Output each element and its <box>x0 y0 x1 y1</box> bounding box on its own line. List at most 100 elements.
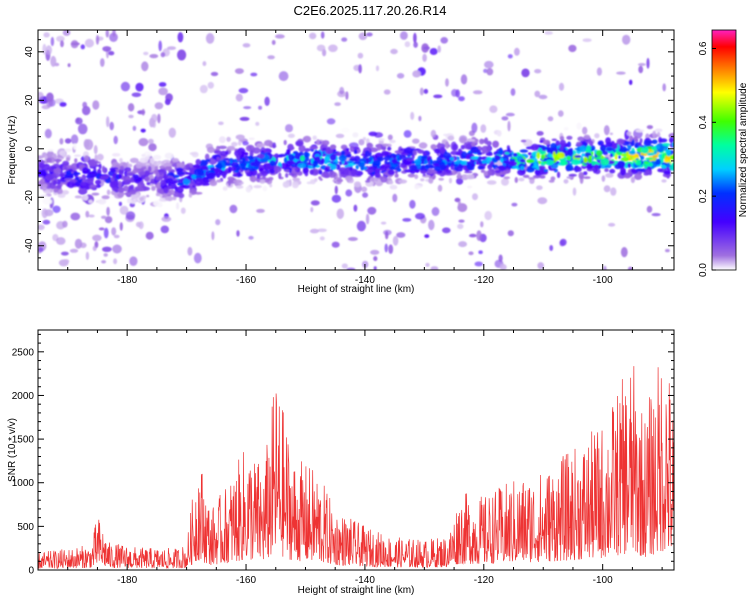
heatmap-noise-blob <box>430 129 437 138</box>
heatmap-ridge-blob <box>466 139 476 142</box>
heatmap-ridge-blob <box>207 165 214 168</box>
heatmap-noise-blob <box>177 32 184 43</box>
heatmap-ridge-blob <box>443 133 450 137</box>
heatmap-ridge-blob <box>236 155 240 162</box>
heatmap-ridge-blob <box>412 150 418 156</box>
heatmap-noise-blob <box>157 113 161 124</box>
heatmap-ridge-blob <box>333 179 338 182</box>
heatmap-noise-blob <box>234 68 244 74</box>
heatmap-ridge-blob <box>497 150 505 155</box>
heatmap-ridge-blob <box>153 200 162 207</box>
heatmap-noise-blob <box>501 178 509 186</box>
heatmap-noise-blob <box>445 78 449 87</box>
heatmap-noise-blob <box>412 70 421 78</box>
heatmap-ridge-blob <box>507 147 511 153</box>
heatmap-ridge-blob <box>417 149 425 154</box>
heatmap-ridge-blob <box>601 175 606 182</box>
heatmap-noise-blob <box>620 247 628 258</box>
heatmap-noise-blob <box>347 237 358 241</box>
heatmap-noise-blob <box>129 256 138 267</box>
heatmap-ridge-blob <box>651 146 657 151</box>
heatmap-ridge-blob <box>447 135 455 141</box>
heatmap-ridge-blob <box>57 154 61 159</box>
heatmap-noise-blob <box>478 250 483 254</box>
heatmap-noise-blob <box>60 40 64 48</box>
heatmap-ridge-blob <box>353 146 360 150</box>
heatmap-ridge-blob <box>552 151 556 159</box>
heatmap-noise-blob <box>538 94 548 100</box>
heatmap-noise-blob <box>82 101 88 109</box>
heatmap-ridge-blob <box>350 168 358 176</box>
heatmap-ridge-blob <box>440 164 447 170</box>
heatmap-noise-blob <box>215 219 221 226</box>
heatmap-noise-blob <box>62 220 68 228</box>
heatmap-ridge-blob <box>536 152 541 160</box>
heatmap-ridge-blob <box>225 150 229 156</box>
heatmap-ridge-blob <box>237 173 243 177</box>
heatmap-ridge-blob <box>483 170 488 176</box>
heatmap-noise-blob <box>334 102 341 106</box>
heatmap-ridge-blob <box>550 176 556 181</box>
heatmap-ridge-blob <box>272 142 276 149</box>
heatmap-noise-blob <box>143 51 149 56</box>
heatmap-ridge-blob <box>635 129 645 133</box>
heatmap-noise-blob <box>373 256 378 262</box>
heatmap-ridge-blob <box>421 155 428 160</box>
heatmap-noise-blob <box>558 82 565 91</box>
heatmap-ridge-blob <box>353 155 361 163</box>
heatmap-ridge-blob <box>530 143 540 151</box>
heatmap-noise-blob <box>56 237 66 245</box>
heatmap-ridge-blob <box>222 161 225 168</box>
heatmap-ridge-blob <box>448 177 453 184</box>
heatmap-noise-blob <box>92 234 102 242</box>
heatmap-noise-blob <box>536 185 543 190</box>
heatmap-noise-blob <box>331 241 340 248</box>
heatmap-noise-blob <box>236 230 240 237</box>
heatmap-noise-blob <box>59 102 67 107</box>
heatmap-noise-blob <box>285 124 293 133</box>
heatmap-noise-blob <box>419 87 424 96</box>
heatmap-noise-blob <box>476 230 482 242</box>
heatmap-ridge-blob <box>422 173 426 177</box>
heatmap-ridge-blob <box>38 155 45 159</box>
heatmap-ridge-blob <box>581 153 586 157</box>
heatmap-ridge-blob <box>465 143 472 150</box>
heatmap-ridge-blob <box>157 169 166 173</box>
heatmap-ridge-blob <box>420 170 427 174</box>
heatmap-ridge-blob <box>74 158 78 163</box>
heatmap-ridge-blob <box>540 153 545 161</box>
heatmap-ridge-blob <box>661 179 667 183</box>
heatmap-ridge-blob <box>262 185 268 192</box>
heatmap-noise-blob <box>480 124 487 133</box>
heatmap-ridge-blob <box>65 157 71 162</box>
heatmap-ridge-blob <box>50 166 57 170</box>
heatmap-noise-blob <box>243 106 252 110</box>
heatmap-ridge-blob <box>284 169 290 173</box>
heatmap-noise-blob <box>511 202 518 207</box>
heatmap-ridge-blob <box>559 139 566 147</box>
heatmap-noise-blob <box>53 62 60 67</box>
heatmap-noise-blob <box>218 121 224 126</box>
heatmap-noise-blob <box>365 213 370 225</box>
heatmap-ridge-blob <box>189 152 198 156</box>
heatmap-ridge-blob <box>186 175 192 180</box>
heatmap-noise-blob <box>572 187 577 196</box>
heatmap-ridge-blob <box>87 178 94 185</box>
heatmap-ridge-blob <box>542 139 551 145</box>
heatmap-noise-blob <box>622 34 631 45</box>
heatmap-noise-blob <box>239 116 250 121</box>
heatmap-noise-blob <box>388 244 394 254</box>
heatmap-ridge-blob <box>550 163 559 169</box>
colorbar-tick-label: 0.0 <box>698 263 709 277</box>
heatmap-noise-blob <box>138 138 149 147</box>
heatmap-ridge-blob <box>213 150 223 155</box>
heatmap-ridge-blob <box>278 153 287 157</box>
heatmap-noise-blob <box>507 230 514 237</box>
heatmap-ridge-blob <box>166 178 174 182</box>
heatmap-noise-blob <box>92 100 100 110</box>
heatmap-noise-blob <box>637 63 646 66</box>
heatmap-ridge-blob <box>129 157 139 164</box>
heatmap-ridge-blob <box>118 174 123 179</box>
heatmap-noise-blob <box>514 47 520 56</box>
heatmap-ridge-blob <box>533 161 538 168</box>
